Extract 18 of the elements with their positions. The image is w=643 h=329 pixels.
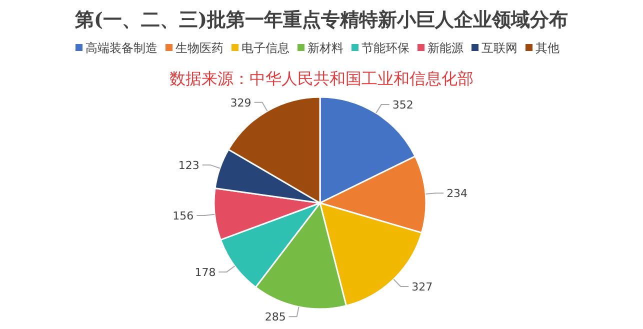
data-label: 156: [172, 209, 194, 222]
chart-title: 第(一、二、三)批第一年重点专精特新小巨人企业领域分布: [74, 9, 568, 31]
legend-label: 节能环保: [362, 41, 410, 55]
legend-label: 新材料: [308, 41, 344, 55]
legend-label: 其他: [536, 41, 560, 55]
data-label: 234: [446, 187, 468, 200]
legend-label: 互联网: [482, 41, 518, 55]
data-label: 123: [178, 158, 200, 172]
data-label: 327: [412, 280, 433, 294]
legend-label: 新能源: [428, 41, 464, 55]
data-label: 178: [194, 266, 216, 279]
legend-label: 高端装备制造: [86, 41, 158, 55]
legend-label: 电子信息: [242, 41, 290, 55]
legend-label: 生物医药: [176, 41, 224, 55]
data-label: 285: [264, 310, 286, 324]
data-label: 329: [230, 96, 252, 110]
data-label: 352: [392, 98, 414, 112]
source-note: 数据来源：中华人民共和国工业和信息化部: [170, 69, 474, 88]
